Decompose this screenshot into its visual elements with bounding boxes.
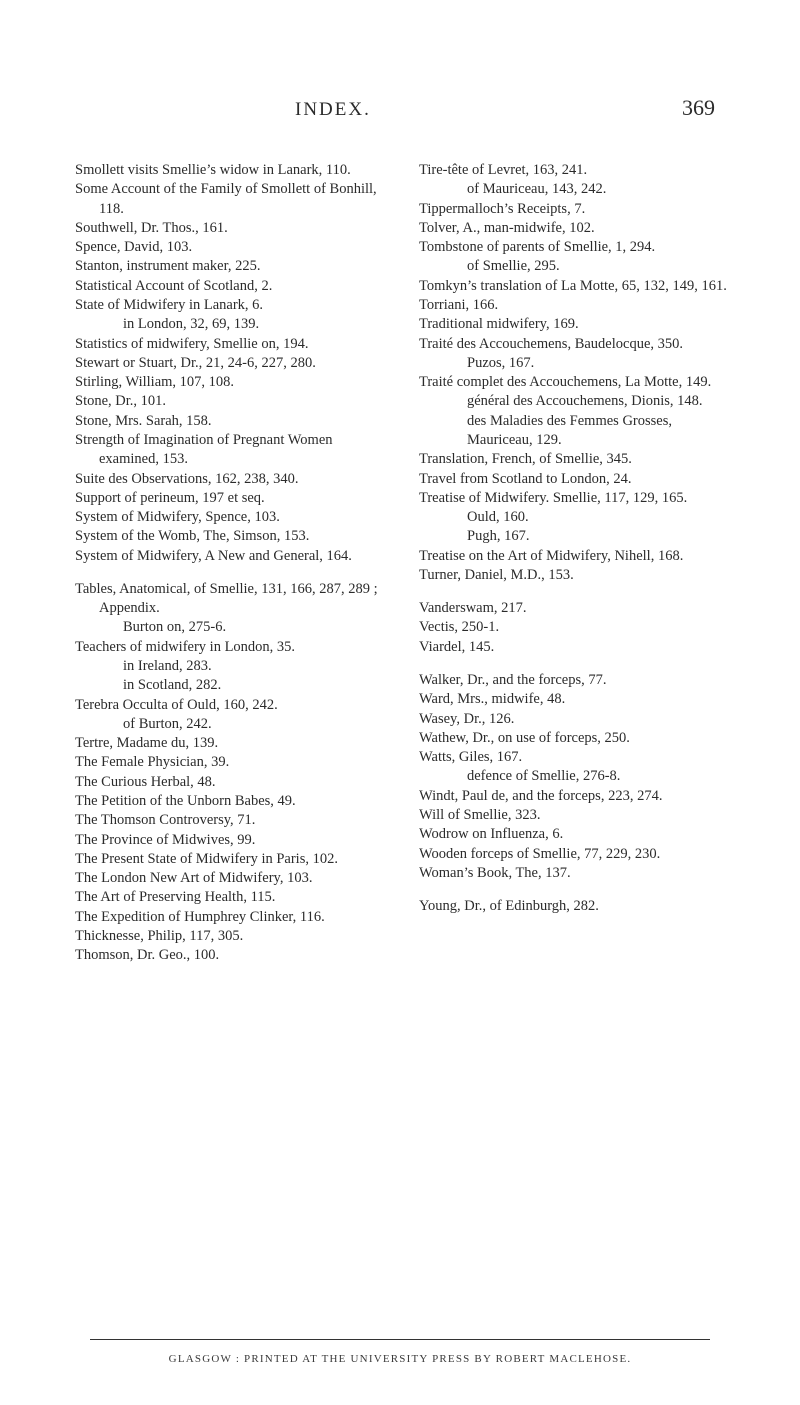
index-entry: Windt, Paul de, and the forceps, 223, 27… — [419, 787, 735, 806]
index-entry: State of Midwifery in Lanark, 6. — [75, 296, 391, 315]
index-entry: Will of Smellie, 323. — [419, 806, 735, 825]
index-entry: of Smellie, 295. — [419, 257, 735, 276]
group-gap — [419, 585, 735, 599]
index-columns: Smollett visits Smellie’s widow in Lanar… — [75, 161, 735, 966]
index-entry: defence of Smellie, 276-8. — [419, 767, 735, 786]
index-entry: Traditional midwifery, 169. — [419, 315, 735, 334]
index-entry: in Ireland, 283. — [75, 657, 391, 676]
header-title: INDEX. — [295, 99, 371, 121]
index-entry: The Present State of Midwifery in Paris,… — [75, 850, 391, 869]
index-entry: Tolver, A., man-midwife, 102. — [419, 219, 735, 238]
index-entry: The Art of Preserving Health, 115. — [75, 888, 391, 907]
index-entry: The Expedition of Humphrey Clinker, 116. — [75, 908, 391, 927]
index-entry: Young, Dr., of Edinburgh, 282. — [419, 897, 735, 916]
index-entry: Statistics of midwifery, Smellie on, 194… — [75, 335, 391, 354]
index-entry: in Scotland, 282. — [75, 676, 391, 695]
index-entry: général des Accouchemens, Dionis, 148. — [419, 392, 735, 411]
index-entry: des Maladies des Femmes Grosses, Maurice… — [419, 412, 735, 451]
index-entry: Stewart or Stuart, Dr., 21, 24-6, 227, 2… — [75, 354, 391, 373]
index-entry: Stirling, William, 107, 108. — [75, 373, 391, 392]
index-entry: Thomson, Dr. Geo., 100. — [75, 946, 391, 965]
index-entry: The London New Art of Midwifery, 103. — [75, 869, 391, 888]
index-entry: Pugh, 167. — [419, 527, 735, 546]
index-entry: Vectis, 250-1. — [419, 618, 735, 637]
index-entry: Stone, Mrs. Sarah, 158. — [75, 412, 391, 431]
index-entry: Tertre, Madame du, 139. — [75, 734, 391, 753]
index-entry: Support of perineum, 197 et seq. — [75, 489, 391, 508]
index-entry: Walker, Dr., and the forceps, 77. — [419, 671, 735, 690]
index-entry: Burton on, 275-6. — [75, 618, 391, 637]
index-entry: Vanderswam, 217. — [419, 599, 735, 618]
page-number: 369 — [682, 95, 715, 121]
index-entry: Viardel, 145. — [419, 638, 735, 657]
index-entry: Traité complet des Accouchemens, La Mott… — [419, 373, 735, 392]
index-entry: System of the Womb, The, Simson, 153. — [75, 527, 391, 546]
index-entry: Terebra Occulta of Ould, 160, 242. — [75, 696, 391, 715]
index-entry: Tombstone of parents of Smellie, 1, 294. — [419, 238, 735, 257]
index-entry: Translation, French, of Smellie, 345. — [419, 450, 735, 469]
index-entry: Woman’s Book, The, 137. — [419, 864, 735, 883]
index-entry: Suite des Observations, 162, 238, 340. — [75, 470, 391, 489]
footer-rule — [90, 1339, 710, 1340]
page-header: INDEX. 369 — [75, 95, 735, 121]
index-entry: of Burton, 242. — [75, 715, 391, 734]
index-entry: Some Account of the Family of Smollett o… — [75, 180, 391, 219]
index-entry: Torriani, 166. — [419, 296, 735, 315]
index-entry: The Curious Herbal, 48. — [75, 773, 391, 792]
page-root: INDEX. 369 Smollett visits Smellie’s wid… — [0, 0, 800, 1405]
index-entry: of Mauriceau, 143, 242. — [419, 180, 735, 199]
index-entry: Wodrow on Influenza, 6. — [419, 825, 735, 844]
index-entry: Thicknesse, Philip, 117, 305. — [75, 927, 391, 946]
index-entry: Tables, Anatomical, of Smellie, 131, 166… — [75, 580, 391, 619]
index-entry: Watts, Giles, 167. — [419, 748, 735, 767]
index-entry: Traité des Accouchemens, Baudelocque, 35… — [419, 335, 735, 354]
index-entry: System of Midwifery, A New and General, … — [75, 547, 391, 566]
index-entry: Southwell, Dr. Thos., 161. — [75, 219, 391, 238]
index-entry: Ward, Mrs., midwife, 48. — [419, 690, 735, 709]
group-gap — [419, 657, 735, 671]
index-entry: Treatise on the Art of Midwifery, Nihell… — [419, 547, 735, 566]
index-entry: Treatise of Midwifery. Smellie, 117, 129… — [419, 489, 735, 508]
index-entry: Wathew, Dr., on use of forceps, 250. — [419, 729, 735, 748]
index-entry: Strength of Imagination of Pregnant Wome… — [75, 431, 391, 470]
index-entry: Travel from Scotland to London, 24. — [419, 470, 735, 489]
imprint-line: GLASGOW : PRINTED AT THE UNIVERSITY PRES… — [0, 1353, 800, 1365]
index-entry: Statistical Account of Scotland, 2. — [75, 277, 391, 296]
index-entry: Stanton, instrument maker, 225. — [75, 257, 391, 276]
index-entry: System of Midwifery, Spence, 103. — [75, 508, 391, 527]
group-gap — [419, 883, 735, 897]
index-entry: Turner, Daniel, M.D., 153. — [419, 566, 735, 585]
index-left-column: Smollett visits Smellie’s widow in Lanar… — [75, 161, 391, 966]
group-gap — [75, 566, 391, 580]
index-entry: The Petition of the Unborn Babes, 49. — [75, 792, 391, 811]
index-entry: Teachers of midwifery in London, 35. — [75, 638, 391, 657]
index-entry: Tire-tête of Levret, 163, 241. — [419, 161, 735, 180]
index-entry: Stone, Dr., 101. — [75, 392, 391, 411]
index-entry: Spence, David, 103. — [75, 238, 391, 257]
index-entry: in London, 32, 69, 139. — [75, 315, 391, 334]
index-entry: Puzos, 167. — [419, 354, 735, 373]
index-right-column: Tire-tête of Levret, 163, 241.of Maurice… — [419, 161, 735, 966]
index-entry: The Province of Midwives, 99. — [75, 831, 391, 850]
index-entry: Smollett visits Smellie’s widow in Lanar… — [75, 161, 391, 180]
index-entry: Ould, 160. — [419, 508, 735, 527]
index-entry: Wooden forceps of Smellie, 77, 229, 230. — [419, 845, 735, 864]
index-entry: Wasey, Dr., 126. — [419, 710, 735, 729]
index-entry: Tippermalloch’s Receipts, 7. — [419, 200, 735, 219]
index-entry: The Female Physician, 39. — [75, 753, 391, 772]
index-entry: Tomkyn’s translation of La Motte, 65, 13… — [419, 277, 735, 296]
index-entry: The Thomson Controversy, 71. — [75, 811, 391, 830]
